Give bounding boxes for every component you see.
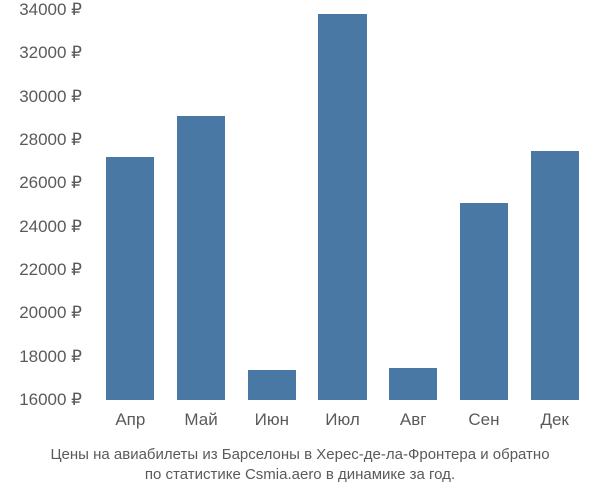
bar [177, 116, 225, 400]
y-tick-label: 18000 ₽ [19, 347, 82, 367]
x-tick-label: Июл [325, 410, 360, 430]
y-axis: 16000 ₽18000 ₽20000 ₽22000 ₽24000 ₽26000… [0, 10, 90, 400]
x-tick-label: Июн [255, 410, 289, 430]
y-tick-label: 24000 ₽ [19, 217, 82, 237]
caption-line1: Цены на авиабилеты из Барселоны в Херес-… [0, 445, 600, 465]
bar [460, 203, 508, 400]
bar [389, 368, 437, 401]
x-axis: Апр Май Июн Июл Авг Сен Дек [95, 405, 590, 435]
x-tick-label: Сен [468, 410, 499, 430]
bar [318, 14, 366, 400]
y-tick-label: 30000 ₽ [19, 87, 82, 107]
x-tick-label: Май [184, 410, 217, 430]
plot-area [95, 10, 590, 400]
x-tick-label: Дек [540, 410, 568, 430]
caption-line2: по статистике Csmia.aero в динамике за г… [0, 465, 600, 485]
y-tick-label: 22000 ₽ [19, 260, 82, 280]
price-chart: 16000 ₽ 18000 ₽ 20000 ₽ 22000 ₽ 24000 ₽ 26000… [0, 0, 600, 500]
x-tick-label: Апр [115, 410, 145, 430]
y-tick-label: 34000 ₽ [19, 0, 82, 20]
bar [248, 370, 296, 400]
bar [106, 157, 154, 400]
x-tick-label: Авг [400, 410, 427, 430]
y-tick-label: 28000 ₽ [19, 130, 82, 150]
y-tick-label: 20000 ₽ [19, 303, 82, 323]
y-tick-label: 16000 ₽ [19, 390, 82, 410]
y-tick-label: 32000 ₽ [19, 43, 82, 63]
bar [531, 151, 579, 400]
y-tick-label: 26000 ₽ [19, 173, 82, 193]
